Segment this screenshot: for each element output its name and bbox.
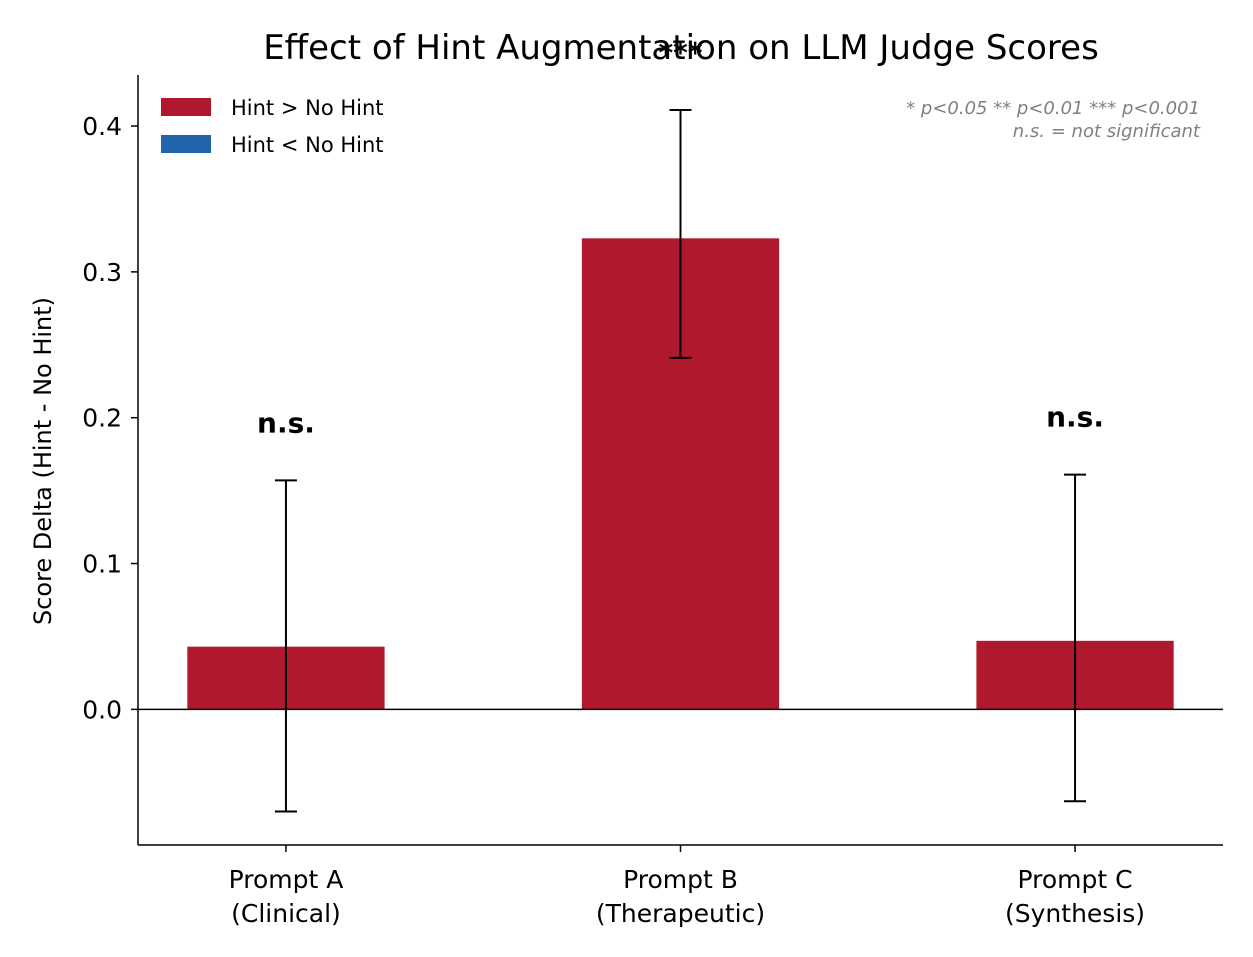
- x-tick-label: (Clinical): [231, 899, 341, 928]
- plot-area: n.s. *** n.s. 0.0 0.1 0.2 0.3 0.4 Prompt A (Clini…: [82, 36, 1223, 928]
- legend-label: Hint < No Hint: [231, 133, 384, 157]
- y-axis-label: Score Delta (Hint - No Hint): [29, 297, 57, 625]
- significance-label-2: ***: [659, 36, 703, 69]
- y-tick-label: 0.3: [82, 258, 122, 287]
- y-tick-label: 0.0: [82, 695, 122, 724]
- legend-swatch: [161, 135, 211, 153]
- note-line: * p<0.05 ** p<0.01 *** p<0.001: [906, 98, 1200, 119]
- x-tick-label: (Synthesis): [1005, 899, 1145, 928]
- x-tick-label: (Therapeutic): [596, 899, 765, 928]
- significance-label-1: n.s.: [257, 406, 315, 439]
- chart-title: Effect of Hint Augmentation on LLM Judge…: [263, 28, 1099, 68]
- x-tick-label: Prompt B: [623, 865, 738, 894]
- y-tick-label: 0.2: [82, 404, 122, 433]
- y-tick-label: 0.4: [82, 112, 122, 141]
- legend-label: Hint > No Hint: [231, 96, 384, 120]
- y-tick-label: 0.1: [82, 550, 122, 579]
- x-tick-label: Prompt C: [1017, 865, 1132, 894]
- legend: Hint > No Hint Hint < No Hint: [161, 96, 384, 157]
- significance-label-3: n.s.: [1046, 401, 1104, 434]
- legend-swatch: [161, 98, 211, 116]
- note-line: n.s. = not significant: [1013, 121, 1201, 142]
- x-tick-label: Prompt A: [229, 865, 344, 894]
